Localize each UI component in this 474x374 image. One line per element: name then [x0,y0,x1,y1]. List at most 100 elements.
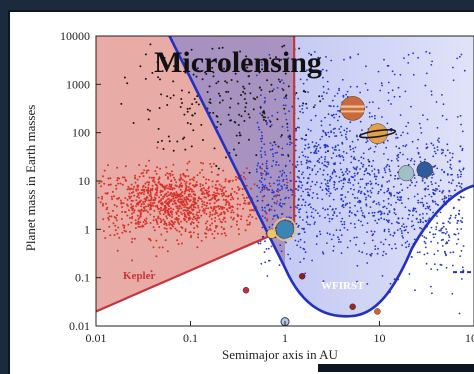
data-point [306,166,309,168]
data-point [195,75,198,78]
data-point [318,230,321,233]
data-point [325,92,328,94]
data-point [329,233,331,236]
data-point [223,206,226,209]
data-point [212,75,215,78]
data-point [151,187,154,190]
data-point [147,118,150,121]
data-point [143,219,146,221]
data-point [444,154,447,157]
data-point [352,150,355,153]
data-point [169,214,171,217]
data-point [342,206,345,209]
data-point [288,216,291,219]
data-point [299,261,302,263]
data-point [111,209,114,212]
data-point [450,168,453,170]
data-point [265,123,268,126]
data-point [425,147,428,150]
data-point [219,188,222,191]
data-point [181,213,184,216]
data-point [149,201,152,204]
data-point [408,243,411,246]
data-point [436,126,439,129]
data-point [340,194,342,197]
data-point [194,202,197,205]
data-point [180,182,183,185]
data-point [231,209,234,212]
data-point [185,220,188,223]
data-point [149,222,152,224]
data-point [377,183,380,186]
data-point [436,139,439,142]
data-point [142,210,145,213]
data-point [200,161,203,164]
data-point [329,192,332,195]
data-point [311,211,313,214]
data-point [223,67,225,70]
data-point [261,186,264,189]
data-point [149,109,151,112]
data-point [326,189,328,192]
data-point [164,174,167,176]
data-point [106,192,109,195]
data-point [410,158,413,160]
data-point [456,57,459,60]
data-point [333,170,336,173]
data-point [211,66,214,69]
data-point [340,179,343,182]
data-point [157,141,159,144]
data-point [461,149,464,152]
data-point [374,145,377,148]
data-point [351,176,354,179]
data-point [243,98,246,101]
data-point [377,170,380,172]
data-point [198,211,201,214]
data-point [264,119,267,122]
data-point [201,169,204,171]
data-point [406,158,409,161]
data-point [414,289,416,292]
data-point [134,174,137,177]
data-point [432,144,435,147]
data-point [357,219,360,222]
data-point [102,218,105,221]
data-point [417,199,420,202]
data-point [346,246,349,249]
data-point [202,191,204,194]
data-point [286,181,289,184]
data-point [234,72,237,75]
data-point [227,194,230,197]
data-point [116,166,119,169]
data-point [317,144,320,146]
data-point [333,186,335,189]
data-point [156,186,159,189]
data-point [343,129,346,132]
data-point [176,239,179,242]
data-point [348,215,351,217]
data-point [375,203,378,205]
data-point [331,114,334,117]
data-point [284,72,287,75]
data-point [377,192,379,195]
data-point [326,232,329,235]
data-point [342,177,345,180]
data-point [407,121,410,124]
data-point [413,163,416,166]
data-point [140,205,143,208]
data-point [281,125,284,128]
data-point [381,275,384,277]
data-point [204,71,207,74]
data-point [458,182,460,185]
data-point [159,191,162,194]
data-point [191,218,194,221]
data-point [261,64,263,66]
data-point [327,88,330,90]
data-point [327,190,330,193]
data-point [186,212,189,215]
data-point [261,177,263,180]
data-point [380,241,382,244]
data-point [436,222,439,225]
data-point [245,184,248,187]
data-point [345,130,348,133]
